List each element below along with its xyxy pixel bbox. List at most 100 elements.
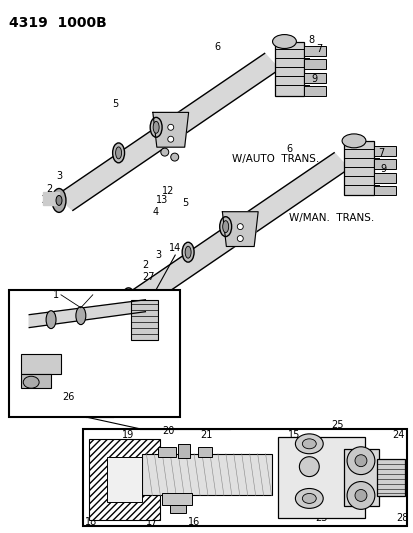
Bar: [277, 437, 364, 518]
Bar: [304, 74, 325, 83]
Text: 9: 9: [380, 164, 386, 174]
Text: 13: 13: [156, 196, 168, 205]
Ellipse shape: [182, 243, 194, 262]
Polygon shape: [43, 192, 59, 205]
Polygon shape: [152, 112, 188, 147]
Text: 16: 16: [188, 517, 200, 527]
Ellipse shape: [153, 122, 159, 133]
Ellipse shape: [52, 189, 66, 212]
Bar: [343, 449, 378, 506]
Ellipse shape: [219, 217, 231, 237]
Text: 15: 15: [287, 430, 300, 440]
Bar: [376, 459, 404, 496]
Ellipse shape: [167, 124, 173, 130]
Ellipse shape: [56, 196, 62, 205]
Bar: [9, 290, 180, 417]
Text: 5: 5: [182, 198, 188, 208]
Ellipse shape: [170, 153, 178, 161]
Ellipse shape: [160, 148, 169, 156]
Ellipse shape: [115, 147, 121, 159]
Ellipse shape: [150, 117, 162, 137]
Text: 25: 25: [330, 420, 342, 430]
Ellipse shape: [23, 376, 39, 388]
Bar: [88, 439, 160, 520]
Bar: [343, 141, 373, 196]
Text: 7: 7: [377, 148, 383, 158]
Bar: [373, 173, 395, 183]
Text: W/AUTO  TRANS.: W/AUTO TRANS.: [231, 154, 318, 164]
Bar: [197, 447, 211, 457]
Polygon shape: [222, 212, 258, 246]
Text: 21: 21: [199, 430, 212, 440]
Ellipse shape: [346, 447, 374, 474]
Ellipse shape: [185, 246, 191, 258]
Text: 1: 1: [53, 290, 59, 300]
Ellipse shape: [346, 481, 374, 510]
Text: 7: 7: [316, 44, 322, 54]
Text: 9: 9: [311, 74, 317, 84]
Ellipse shape: [354, 489, 366, 502]
Ellipse shape: [299, 457, 318, 477]
Polygon shape: [112, 292, 128, 305]
Ellipse shape: [46, 311, 56, 328]
Text: 6: 6: [286, 144, 292, 154]
Ellipse shape: [222, 221, 228, 232]
Text: 5: 5: [112, 99, 119, 109]
Ellipse shape: [237, 224, 243, 230]
Bar: [21, 374, 51, 388]
Bar: [373, 146, 395, 156]
Text: 27: 27: [142, 272, 154, 282]
Ellipse shape: [272, 35, 296, 49]
Bar: [304, 59, 325, 69]
Ellipse shape: [295, 434, 323, 454]
Ellipse shape: [125, 295, 131, 305]
Ellipse shape: [76, 306, 85, 325]
Ellipse shape: [112, 143, 124, 163]
Polygon shape: [56, 53, 279, 211]
Bar: [373, 159, 395, 168]
Polygon shape: [29, 300, 145, 328]
Ellipse shape: [341, 134, 365, 148]
Text: 3: 3: [155, 250, 161, 260]
Ellipse shape: [301, 494, 316, 503]
Ellipse shape: [121, 288, 135, 312]
Text: 2: 2: [46, 183, 52, 193]
Bar: [304, 86, 325, 96]
Bar: [373, 185, 395, 196]
Text: 3: 3: [56, 171, 62, 181]
Text: 24: 24: [392, 430, 404, 440]
Bar: [162, 494, 192, 505]
Text: 26: 26: [63, 392, 75, 402]
Bar: [21, 354, 61, 374]
Bar: [158, 447, 176, 457]
Text: 17: 17: [146, 517, 158, 527]
Bar: [83, 429, 406, 526]
Text: 4: 4: [152, 207, 158, 217]
Ellipse shape: [237, 236, 243, 241]
Text: 14: 14: [169, 243, 181, 253]
Ellipse shape: [301, 439, 316, 449]
Bar: [142, 454, 271, 496]
Bar: [107, 457, 142, 503]
Text: 22: 22: [290, 499, 303, 510]
Text: 20: 20: [161, 426, 174, 436]
Bar: [130, 300, 158, 340]
Text: 28: 28: [396, 513, 408, 523]
Text: 18: 18: [84, 517, 97, 527]
Text: 8: 8: [308, 35, 313, 45]
Text: 23: 23: [314, 513, 327, 523]
Ellipse shape: [354, 455, 366, 467]
Bar: [274, 42, 304, 96]
Text: 6: 6: [214, 43, 221, 52]
Text: 4319  1000B: 4319 1000B: [9, 15, 107, 30]
Text: 2: 2: [142, 260, 148, 270]
Text: 19: 19: [122, 430, 134, 440]
Polygon shape: [125, 153, 348, 310]
Text: 12: 12: [161, 185, 174, 196]
Ellipse shape: [295, 489, 323, 508]
Bar: [170, 505, 186, 513]
Ellipse shape: [167, 136, 173, 142]
Text: W/MAN.  TRANS.: W/MAN. TRANS.: [289, 213, 374, 223]
Bar: [178, 444, 190, 458]
Bar: [304, 46, 325, 56]
